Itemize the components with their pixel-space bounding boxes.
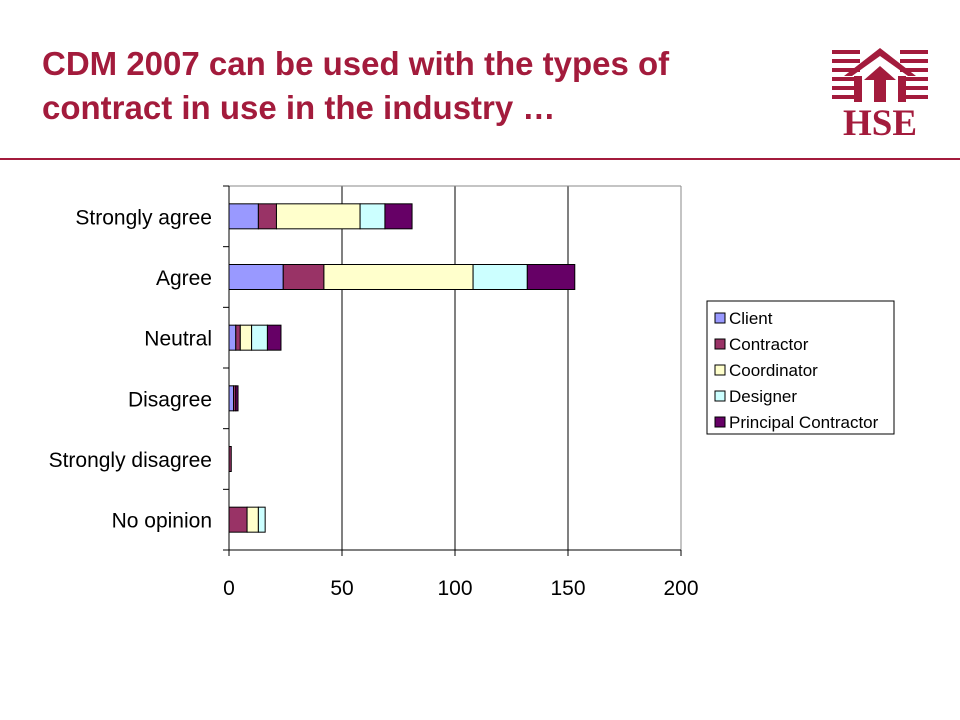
legend-label-4: Principal Contractor xyxy=(729,413,879,432)
slide: CDM 2007 can be used with the types of c… xyxy=(0,0,960,720)
bar-principal-contractor-2 xyxy=(267,325,281,350)
bar-client-1 xyxy=(229,265,283,290)
bar-designer-2 xyxy=(252,325,268,350)
legend-swatch-0 xyxy=(715,313,725,323)
category-label-0: Strongly agree xyxy=(75,206,212,229)
bar-contractor-5 xyxy=(229,507,247,532)
legend-swatch-2 xyxy=(715,365,725,375)
category-label-1: Agree xyxy=(156,267,212,290)
bar-coordinator-5 xyxy=(247,507,258,532)
legend-label-1: Contractor xyxy=(729,335,809,354)
bar-principal-contractor-1 xyxy=(527,265,574,290)
bar-coordinator-2 xyxy=(240,325,251,350)
bar-coordinator-0 xyxy=(276,204,360,229)
category-label-4: Strongly disagree xyxy=(49,449,212,472)
bar-designer-1 xyxy=(473,265,527,290)
legend-label-2: Coordinator xyxy=(729,361,818,380)
bar-designer-0 xyxy=(360,204,385,229)
legend-label-0: Client xyxy=(729,309,773,328)
legend-swatch-3 xyxy=(715,391,725,401)
legend-swatch-1 xyxy=(715,339,725,349)
legend-label-3: Designer xyxy=(729,387,797,406)
x-tick-label-2: 100 xyxy=(437,577,472,600)
bar-contractor-2 xyxy=(236,325,241,350)
x-tick-label-4: 200 xyxy=(663,577,698,600)
bar-principal-contractor-3 xyxy=(236,386,238,411)
bar-contractor-1 xyxy=(283,265,324,290)
bar-coordinator-1 xyxy=(324,265,473,290)
bar-client-3 xyxy=(229,386,234,411)
x-tick-label-3: 150 xyxy=(550,577,585,600)
category-label-2: Neutral xyxy=(144,328,212,351)
stacked-bar-chart: Strongly agree Agree Neutral Disagree Strong… xyxy=(0,0,960,720)
bar-client-2 xyxy=(229,325,236,350)
legend-swatch-4 xyxy=(715,417,725,427)
bar-principal-contractor-0 xyxy=(385,204,412,229)
category-label-5: No opinion xyxy=(112,510,212,533)
bar-designer-5 xyxy=(258,507,265,532)
category-label-3: Disagree xyxy=(128,388,212,411)
bar-client-0 xyxy=(229,204,258,229)
x-tick-label-0: 0 xyxy=(223,577,235,600)
bar-contractor-0 xyxy=(258,204,276,229)
x-tick-label-1: 50 xyxy=(330,577,353,600)
